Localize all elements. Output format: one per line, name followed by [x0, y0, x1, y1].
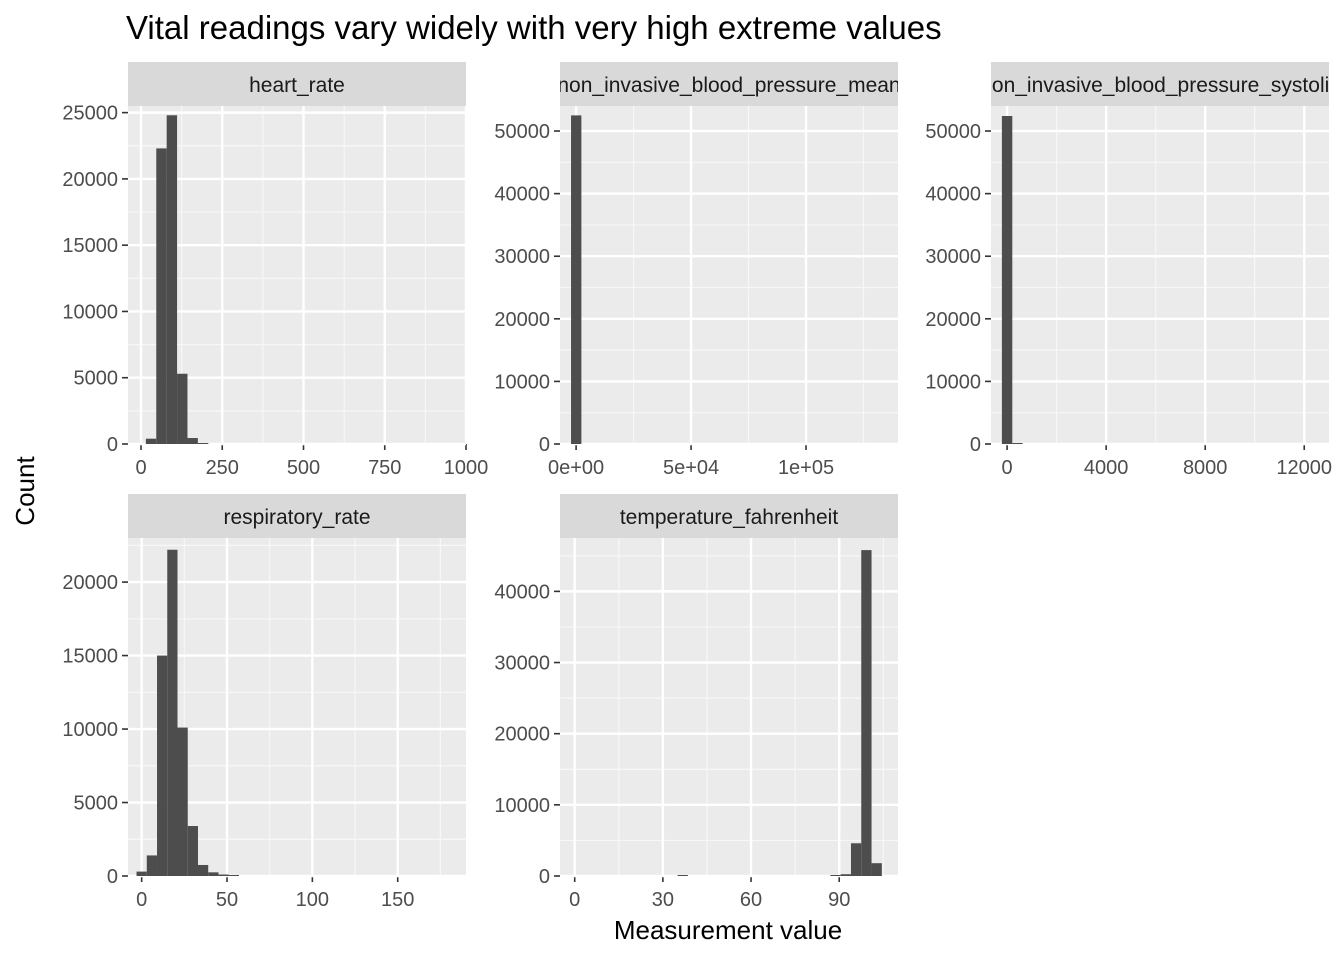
y-tick-label: 30000: [925, 246, 981, 268]
histogram-bar: [166, 115, 178, 444]
panel-background: [560, 106, 898, 444]
y-tick-label: 20000: [925, 309, 981, 331]
x-tick-label: 12000: [1276, 457, 1332, 479]
facet-label: non_invasive_blood_pressure_mean: [557, 74, 900, 97]
histogram-bar: [861, 550, 872, 876]
x-tick-label: 50: [216, 889, 238, 911]
y-tick-label: 10000: [62, 719, 118, 741]
y-tick-label: 25000: [62, 103, 118, 125]
histogram-bar: [177, 373, 188, 444]
x-tick-label: 30: [652, 889, 674, 911]
y-tick-label: 50000: [494, 121, 550, 143]
x-axis-title: Measurement value: [614, 915, 842, 945]
x-tick-label: 1000: [444, 457, 489, 479]
histogram-bar: [571, 115, 582, 444]
y-tick-label: 30000: [494, 246, 550, 268]
facet-strip: [128, 62, 466, 106]
y-tick-label: 0: [107, 866, 118, 888]
panel-background: [560, 538, 898, 876]
x-tick-label: 0: [569, 889, 580, 911]
histogram-bar: [156, 148, 167, 444]
facet-strip: [991, 62, 1329, 106]
x-tick-label: 750: [368, 457, 401, 479]
histogram-bar: [1012, 443, 1023, 444]
facet-strip: [560, 62, 898, 106]
histogram-bar: [197, 443, 209, 444]
y-tick-label: 15000: [62, 646, 118, 668]
histogram-bar: [187, 438, 198, 444]
y-tick-label: 20000: [62, 169, 118, 191]
y-tick-label: 0: [539, 434, 550, 456]
histogram-bar: [1001, 116, 1013, 444]
y-tick-label: 0: [539, 866, 550, 888]
y-tick-label: 20000: [494, 309, 550, 331]
histogram-bar: [840, 874, 851, 876]
x-tick-label: 0: [1002, 457, 1013, 479]
facet-panel: temperature_fahrenheit 0 30 60 90 0 10000 20000…: [494, 494, 898, 911]
histogram-bar: [218, 874, 229, 876]
facet-panel: non_invasive_blood_pressure_mean 0e+00 5e+…: [494, 62, 900, 479]
y-tick-label: 0: [107, 434, 118, 456]
chart-title: Vital readings vary widely with very hig…: [126, 9, 942, 46]
facet-strip: [560, 494, 898, 538]
histogram-bar: [187, 826, 198, 876]
y-tick-label: 10000: [494, 795, 550, 817]
histogram-bar: [871, 863, 882, 876]
facet-panel: non_invasive_blood_pressure_systolic 0 400…: [925, 62, 1340, 479]
x-tick-label: 0: [135, 457, 146, 479]
y-tick-label: 10000: [62, 301, 118, 323]
histogram-bar: [146, 855, 158, 876]
x-tick-label: 100: [296, 889, 329, 911]
y-tick-label: 5000: [74, 368, 119, 390]
x-tick-label: 0e+00: [548, 457, 604, 479]
histogram-bar: [830, 875, 841, 876]
x-tick-label: 150: [381, 889, 414, 911]
y-tick-label: 20000: [62, 572, 118, 594]
y-tick-label: 15000: [62, 235, 118, 257]
facet-panel: respiratory_rate 0 50 100 150 0 5000 10000 15000…: [62, 494, 466, 911]
x-tick-label: 90: [828, 889, 850, 911]
y-tick-label: 20000: [494, 724, 550, 746]
facet-label: temperature_fahrenheit: [620, 506, 838, 529]
y-tick-label: 0: [970, 434, 981, 456]
y-tick-label: 30000: [494, 653, 550, 675]
histogram-bar: [850, 843, 862, 876]
x-tick-label: 60: [740, 889, 762, 911]
y-tick-label: 5000: [74, 793, 119, 815]
facet-label: respiratory_rate: [223, 506, 370, 529]
y-tick-label: 40000: [494, 184, 550, 206]
histogram-bar: [677, 875, 688, 876]
y-tick-label: 10000: [494, 371, 550, 393]
histogram-bar: [145, 438, 157, 444]
x-tick-label: 8000: [1183, 457, 1228, 479]
facet-strip: [128, 494, 466, 538]
y-tick-label: 40000: [494, 581, 550, 603]
x-tick-label: 4000: [1084, 457, 1129, 479]
y-axis-title: Count: [10, 456, 40, 526]
x-tick-label: 250: [206, 457, 239, 479]
facet-label: non_invasive_blood_pressure_systolic: [980, 74, 1340, 97]
histogram-bar: [157, 655, 168, 876]
histogram-bar: [167, 549, 178, 876]
x-tick-label: 0: [136, 889, 147, 911]
panel-background: [991, 106, 1329, 444]
y-tick-label: 40000: [925, 184, 981, 206]
x-tick-label: 5e+04: [663, 457, 719, 479]
histogram-bar: [208, 872, 219, 876]
x-tick-label: 500: [287, 457, 320, 479]
histogram-bar: [197, 864, 209, 876]
histogram-bar: [136, 871, 147, 876]
histogram-bar: [228, 875, 239, 876]
facet-label: heart_rate: [249, 74, 345, 97]
y-tick-label: 10000: [925, 371, 981, 393]
x-tick-label: 1e+05: [778, 457, 834, 479]
y-tick-label: 50000: [925, 121, 981, 143]
histogram-bar: [177, 727, 188, 876]
